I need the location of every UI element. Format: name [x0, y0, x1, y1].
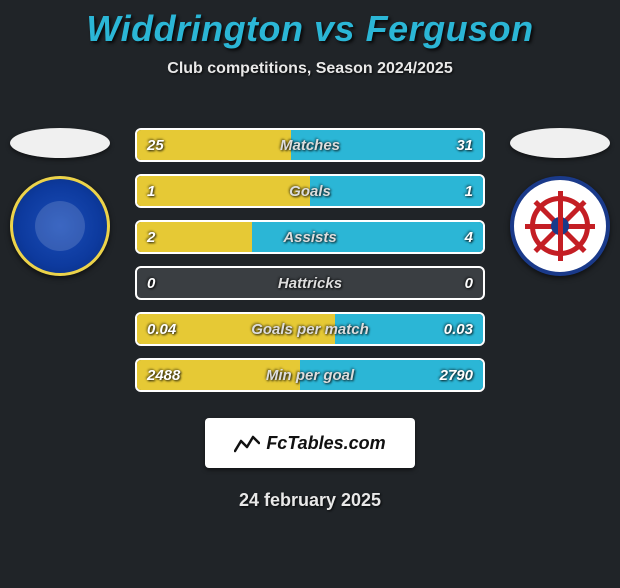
stat-row: Matches25 31: [135, 128, 485, 162]
stat-value-right: 0.03: [444, 314, 473, 344]
stat-row: Min per goal2488 2790: [135, 358, 485, 392]
stat-value-left: 2: [147, 222, 155, 252]
player-right-avatar: [510, 128, 610, 158]
player-left-column: [0, 128, 120, 276]
stat-value-left: 0: [147, 268, 155, 298]
stat-row: Goals per match0.04 0.03: [135, 312, 485, 346]
stat-value-left: 1: [147, 176, 155, 206]
stats-container: Matches25 31 Goals1 1 Assists2 4 Hattricks0 0 Go…: [135, 128, 485, 404]
subtitle: Club competitions, Season 2024/2025: [0, 60, 620, 78]
stat-value-left: 2488: [147, 360, 180, 390]
club-badge-right: [510, 176, 610, 276]
date-label: 24 february 2025: [0, 490, 620, 511]
stat-value-right: 4: [465, 222, 473, 252]
stat-value-right: 31: [456, 130, 473, 160]
fctables-logo-icon: [234, 433, 260, 453]
page-title: Widdrington vs Ferguson: [0, 8, 620, 50]
stat-row: Goals1 1: [135, 174, 485, 208]
stat-label: Assists: [137, 222, 483, 252]
stat-label: Min per goal: [137, 360, 483, 390]
stat-row: Hattricks0 0: [135, 266, 485, 300]
stat-label: Goals: [137, 176, 483, 206]
branding-badge: FcTables.com: [205, 418, 415, 468]
stat-label: Goals per match: [137, 314, 483, 344]
branding-text: FcTables.com: [266, 433, 385, 454]
stat-value-left: 0.04: [147, 314, 176, 344]
player-right-column: [500, 128, 620, 276]
player-left-avatar: [10, 128, 110, 158]
stat-value-right: 1: [465, 176, 473, 206]
club-badge-left: [10, 176, 110, 276]
stat-row: Assists2 4: [135, 220, 485, 254]
stat-value-right: 2790: [440, 360, 473, 390]
stat-label: Hattricks: [137, 268, 483, 298]
stat-value-right: 0: [465, 268, 473, 298]
stat-label: Matches: [137, 130, 483, 160]
stat-value-left: 25: [147, 130, 164, 160]
ship-wheel-icon: [530, 196, 590, 256]
